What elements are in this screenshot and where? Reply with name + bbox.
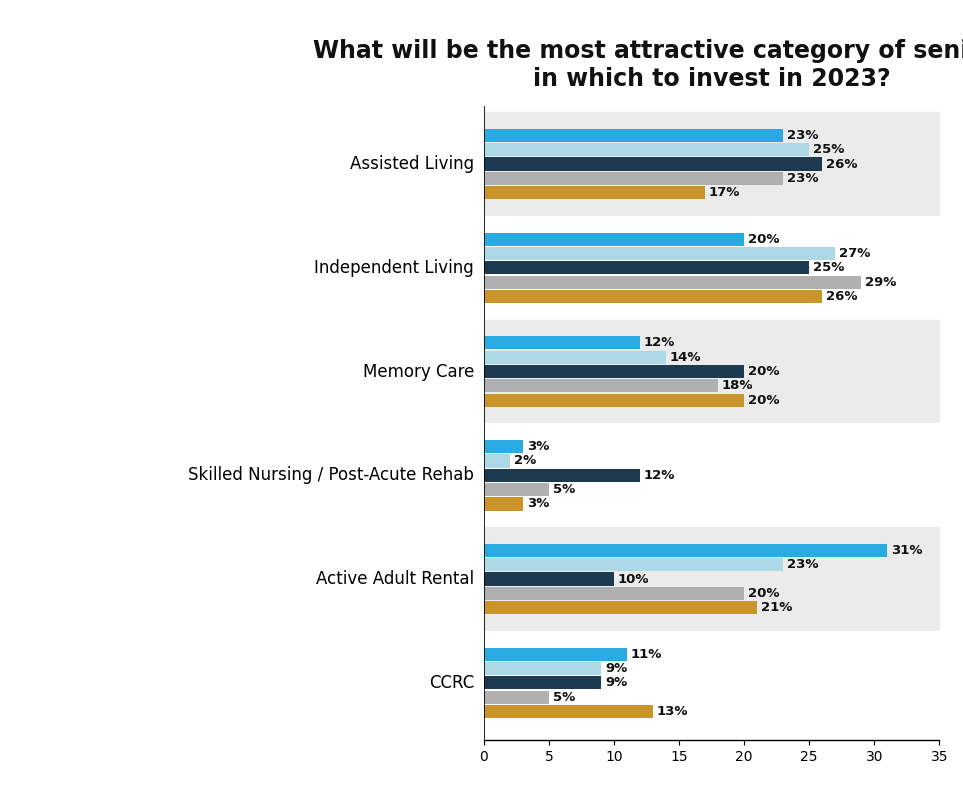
Bar bbox=[484, 172, 783, 185]
Bar bbox=[484, 483, 549, 496]
Bar bbox=[484, 379, 718, 393]
Text: 23%: 23% bbox=[787, 172, 819, 185]
Text: 5%: 5% bbox=[553, 691, 575, 704]
Bar bbox=[484, 233, 744, 246]
Bar bbox=[484, 440, 523, 453]
Bar bbox=[484, 424, 939, 527]
Bar bbox=[484, 216, 939, 320]
Text: 20%: 20% bbox=[748, 587, 779, 600]
Bar bbox=[484, 527, 939, 631]
Bar bbox=[484, 601, 757, 615]
Text: 9%: 9% bbox=[605, 677, 627, 689]
Text: 2%: 2% bbox=[514, 455, 536, 467]
Text: 25%: 25% bbox=[813, 143, 845, 157]
Bar bbox=[484, 544, 887, 557]
Text: 17%: 17% bbox=[709, 186, 741, 200]
Bar bbox=[484, 691, 549, 704]
Text: 3%: 3% bbox=[527, 440, 549, 453]
Text: 26%: 26% bbox=[826, 157, 858, 171]
Text: 25%: 25% bbox=[813, 262, 845, 274]
Text: 29%: 29% bbox=[865, 276, 897, 289]
Text: 20%: 20% bbox=[748, 233, 779, 246]
Bar bbox=[484, 394, 744, 407]
Text: 9%: 9% bbox=[605, 662, 627, 675]
Text: 18%: 18% bbox=[722, 379, 753, 393]
Text: 13%: 13% bbox=[657, 705, 689, 718]
Bar bbox=[484, 129, 783, 142]
Bar bbox=[484, 498, 523, 510]
Bar bbox=[484, 157, 822, 171]
Text: 27%: 27% bbox=[839, 247, 871, 260]
Bar bbox=[484, 112, 939, 216]
Text: 23%: 23% bbox=[787, 129, 819, 142]
Bar bbox=[484, 351, 666, 364]
Bar bbox=[484, 276, 861, 289]
Text: 23%: 23% bbox=[787, 558, 819, 572]
Text: 20%: 20% bbox=[748, 394, 779, 407]
Title: What will be the most attractive category of senior housing
in which to invest i: What will be the most attractive categor… bbox=[313, 39, 963, 91]
Text: 5%: 5% bbox=[553, 483, 575, 496]
Bar bbox=[484, 336, 640, 350]
Bar bbox=[484, 648, 627, 661]
Bar bbox=[484, 677, 601, 689]
Bar bbox=[484, 365, 744, 378]
Bar bbox=[484, 455, 510, 467]
Text: 12%: 12% bbox=[644, 469, 675, 482]
Text: 20%: 20% bbox=[748, 365, 779, 378]
Bar bbox=[484, 247, 835, 260]
Bar bbox=[484, 469, 640, 482]
Text: 12%: 12% bbox=[644, 336, 675, 350]
Bar bbox=[484, 631, 939, 735]
Bar bbox=[484, 558, 783, 572]
Bar bbox=[484, 186, 705, 200]
Bar bbox=[484, 143, 809, 157]
Text: 14%: 14% bbox=[670, 351, 701, 364]
Bar bbox=[484, 572, 614, 586]
Text: 11%: 11% bbox=[631, 648, 663, 661]
Bar bbox=[484, 587, 744, 600]
Bar bbox=[484, 705, 653, 718]
Text: 26%: 26% bbox=[826, 290, 858, 303]
Text: 31%: 31% bbox=[891, 544, 923, 556]
Bar bbox=[484, 320, 939, 424]
Bar bbox=[484, 262, 809, 274]
Bar bbox=[484, 290, 822, 303]
Text: 3%: 3% bbox=[527, 498, 549, 510]
Text: 10%: 10% bbox=[618, 572, 649, 586]
Bar bbox=[484, 662, 601, 675]
Text: 21%: 21% bbox=[761, 601, 793, 615]
